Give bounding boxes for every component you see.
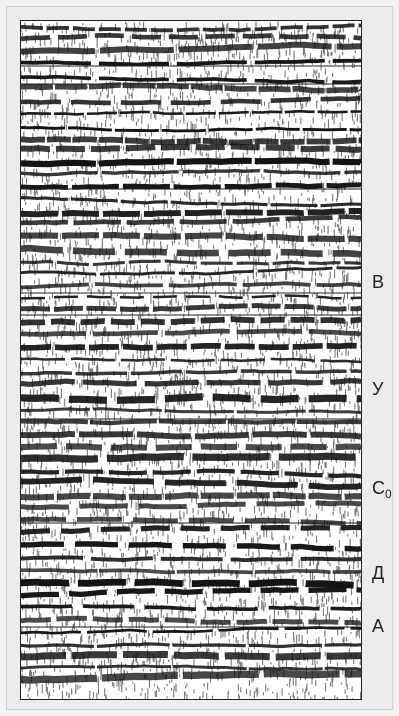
reflector-band xyxy=(21,196,361,208)
horizon-label-c0-subscript: 0 xyxy=(385,487,392,501)
horizon-label-c0-text: С xyxy=(372,478,385,498)
reflector-band xyxy=(21,82,361,94)
reflector-band xyxy=(21,33,361,42)
reflector-band xyxy=(21,491,361,501)
horizon-label-d-text: Д xyxy=(372,563,385,583)
seismic-section xyxy=(20,20,362,700)
horizon-label-d: Д xyxy=(372,563,384,583)
reflector-band xyxy=(21,468,361,479)
reflector-band xyxy=(21,125,361,133)
horizon-label-c0: С0 xyxy=(372,478,392,501)
reflector-band xyxy=(21,259,361,267)
reflector-band xyxy=(21,452,361,463)
reflector-band xyxy=(21,244,361,258)
reflector-band xyxy=(21,232,361,243)
reflector-band xyxy=(21,342,361,351)
reflector-band xyxy=(21,419,361,426)
reflector-band xyxy=(21,626,361,635)
reflector-band xyxy=(21,407,361,415)
reflector-band xyxy=(21,316,361,326)
reflector-band xyxy=(21,136,361,146)
reflector-band xyxy=(21,168,361,177)
horizon-label-a: А xyxy=(372,616,384,636)
reflector-band xyxy=(21,328,361,337)
reflector-band xyxy=(21,95,361,106)
reflector-band xyxy=(21,74,361,85)
reflector-band xyxy=(21,303,361,312)
reflector-band xyxy=(21,516,361,527)
horizon-label-b-text: В xyxy=(372,272,385,292)
reflector-band xyxy=(21,369,361,376)
reflector-band xyxy=(21,664,361,671)
reflector-band xyxy=(21,615,361,626)
reflector-band xyxy=(21,541,361,552)
reflector-band xyxy=(21,578,361,589)
reflector-band xyxy=(21,669,361,684)
reflector-band xyxy=(21,41,361,55)
reflector-band xyxy=(21,182,361,191)
reflector-band xyxy=(21,294,361,300)
reflector-band xyxy=(21,568,361,575)
reflector-band xyxy=(21,265,361,276)
seismic-traces xyxy=(21,21,361,699)
reflector-band xyxy=(21,642,361,649)
reflector-band xyxy=(21,23,361,33)
reflector-band xyxy=(21,109,361,116)
reflector-band xyxy=(21,603,361,612)
reflector-band xyxy=(21,58,361,67)
reflector-band xyxy=(21,214,361,226)
reflector-band xyxy=(21,281,361,290)
horizon-label-u: У xyxy=(372,379,383,399)
reflector-band xyxy=(21,431,361,440)
section-grid xyxy=(21,65,361,628)
reflector-band xyxy=(21,525,361,535)
reflector-band xyxy=(21,393,361,404)
reflector-band xyxy=(21,442,361,452)
reflector-band xyxy=(21,555,361,563)
reflector-band xyxy=(21,650,361,661)
horizon-label-b: В xyxy=(372,272,384,292)
reflector-band xyxy=(21,208,361,218)
horizon-label-a-text: А xyxy=(372,616,385,636)
reflector-band xyxy=(21,377,361,387)
reflector-band xyxy=(21,357,361,364)
reflector-band xyxy=(21,476,361,491)
reflector-band xyxy=(21,586,361,599)
reflector-bands xyxy=(21,23,361,684)
reflector-band xyxy=(21,157,361,168)
reflector-band xyxy=(21,143,361,153)
horizon-label-u-text: У xyxy=(372,379,384,399)
